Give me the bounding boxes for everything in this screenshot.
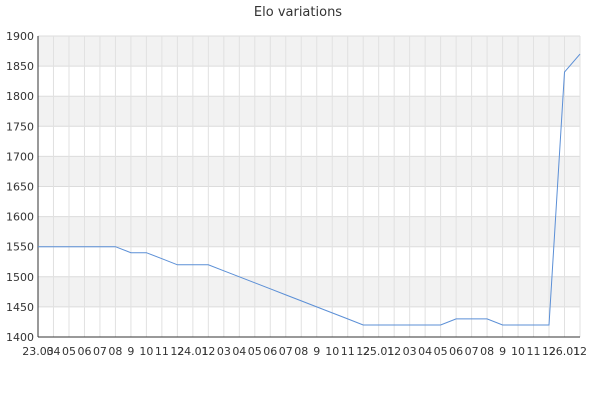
- x-tick-label: 07: [93, 345, 107, 358]
- x-tick-label: 12: [201, 345, 215, 358]
- x-tick-label: 11: [341, 345, 355, 358]
- y-tick-label: 1400: [6, 331, 34, 344]
- x-tick-label: 26.01: [549, 345, 581, 358]
- chart-title: Elo variations: [254, 5, 342, 20]
- x-tick-label: 10: [325, 345, 339, 358]
- y-tick-label: 1650: [6, 181, 34, 194]
- y-tick-label: 1750: [6, 120, 34, 133]
- x-tick-label: 08: [480, 345, 494, 358]
- plot-band: [38, 36, 580, 67]
- x-tick-label: 10: [511, 345, 525, 358]
- plot-band: [38, 246, 580, 277]
- x-tick-label: 25.01: [363, 345, 395, 358]
- x-tick-label: 04: [46, 345, 60, 358]
- x-tick-label: 05: [62, 345, 76, 358]
- x-tick-label: 24.01: [177, 345, 209, 358]
- plot-band: [38, 66, 580, 97]
- x-tick-label: 9: [127, 345, 134, 358]
- y-tick-label: 1900: [6, 30, 34, 43]
- plot-background-bands: [38, 36, 580, 337]
- x-tick-label: 12: [356, 345, 370, 358]
- x-tick-label: 23.03: [22, 345, 54, 358]
- y-tick-label: 1700: [6, 150, 34, 163]
- x-tick-label: 12: [387, 345, 401, 358]
- y-axis-tick-labels: 1400 1450 1500 1550 1600 1650 1700 1750 1800 1850…: [6, 30, 34, 344]
- plot-band: [38, 126, 580, 157]
- x-tick-label: 12: [573, 345, 587, 358]
- x-tick-label: 11: [155, 345, 169, 358]
- y-tick-label: 1800: [6, 90, 34, 103]
- x-tick-label: 04: [232, 345, 246, 358]
- x-tick-label: 9: [313, 345, 320, 358]
- x-tick-label: 08: [108, 345, 122, 358]
- y-tick-label: 1450: [6, 301, 34, 314]
- y-tick-label: 1850: [6, 60, 34, 73]
- x-tick-label: 10: [139, 345, 153, 358]
- x-tick-label: 11: [527, 345, 541, 358]
- x-tick-label: 07: [279, 345, 293, 358]
- x-tick-label: 08: [294, 345, 308, 358]
- plot-band: [38, 306, 580, 337]
- y-tick-label: 1550: [6, 241, 34, 254]
- series-layer: [38, 53, 581, 326]
- x-tick-label: 06: [77, 345, 91, 358]
- x-tick-label: 05: [434, 345, 448, 358]
- axes: [37, 36, 580, 338]
- x-tick-label: 07: [465, 345, 479, 358]
- x-tick-label: 03: [403, 345, 417, 358]
- plot-band: [38, 186, 580, 217]
- x-tick-label: 12: [542, 345, 556, 358]
- y-tick-label: 1600: [6, 211, 34, 224]
- x-tick-label: 06: [263, 345, 277, 358]
- elo-series-line: [38, 53, 581, 326]
- x-tick-label: 05: [248, 345, 262, 358]
- y-tick-label: 1500: [6, 271, 34, 284]
- x-tick-label: 06: [449, 345, 463, 358]
- plot-band: [38, 156, 580, 187]
- plot-band: [38, 216, 580, 247]
- x-tick-label: 12: [170, 345, 184, 358]
- x-tick-label: 9: [499, 345, 506, 358]
- plot-band: [38, 96, 580, 127]
- x-tick-label: 04: [418, 345, 432, 358]
- x-tick-label: 03: [217, 345, 231, 358]
- plot-band: [38, 276, 580, 307]
